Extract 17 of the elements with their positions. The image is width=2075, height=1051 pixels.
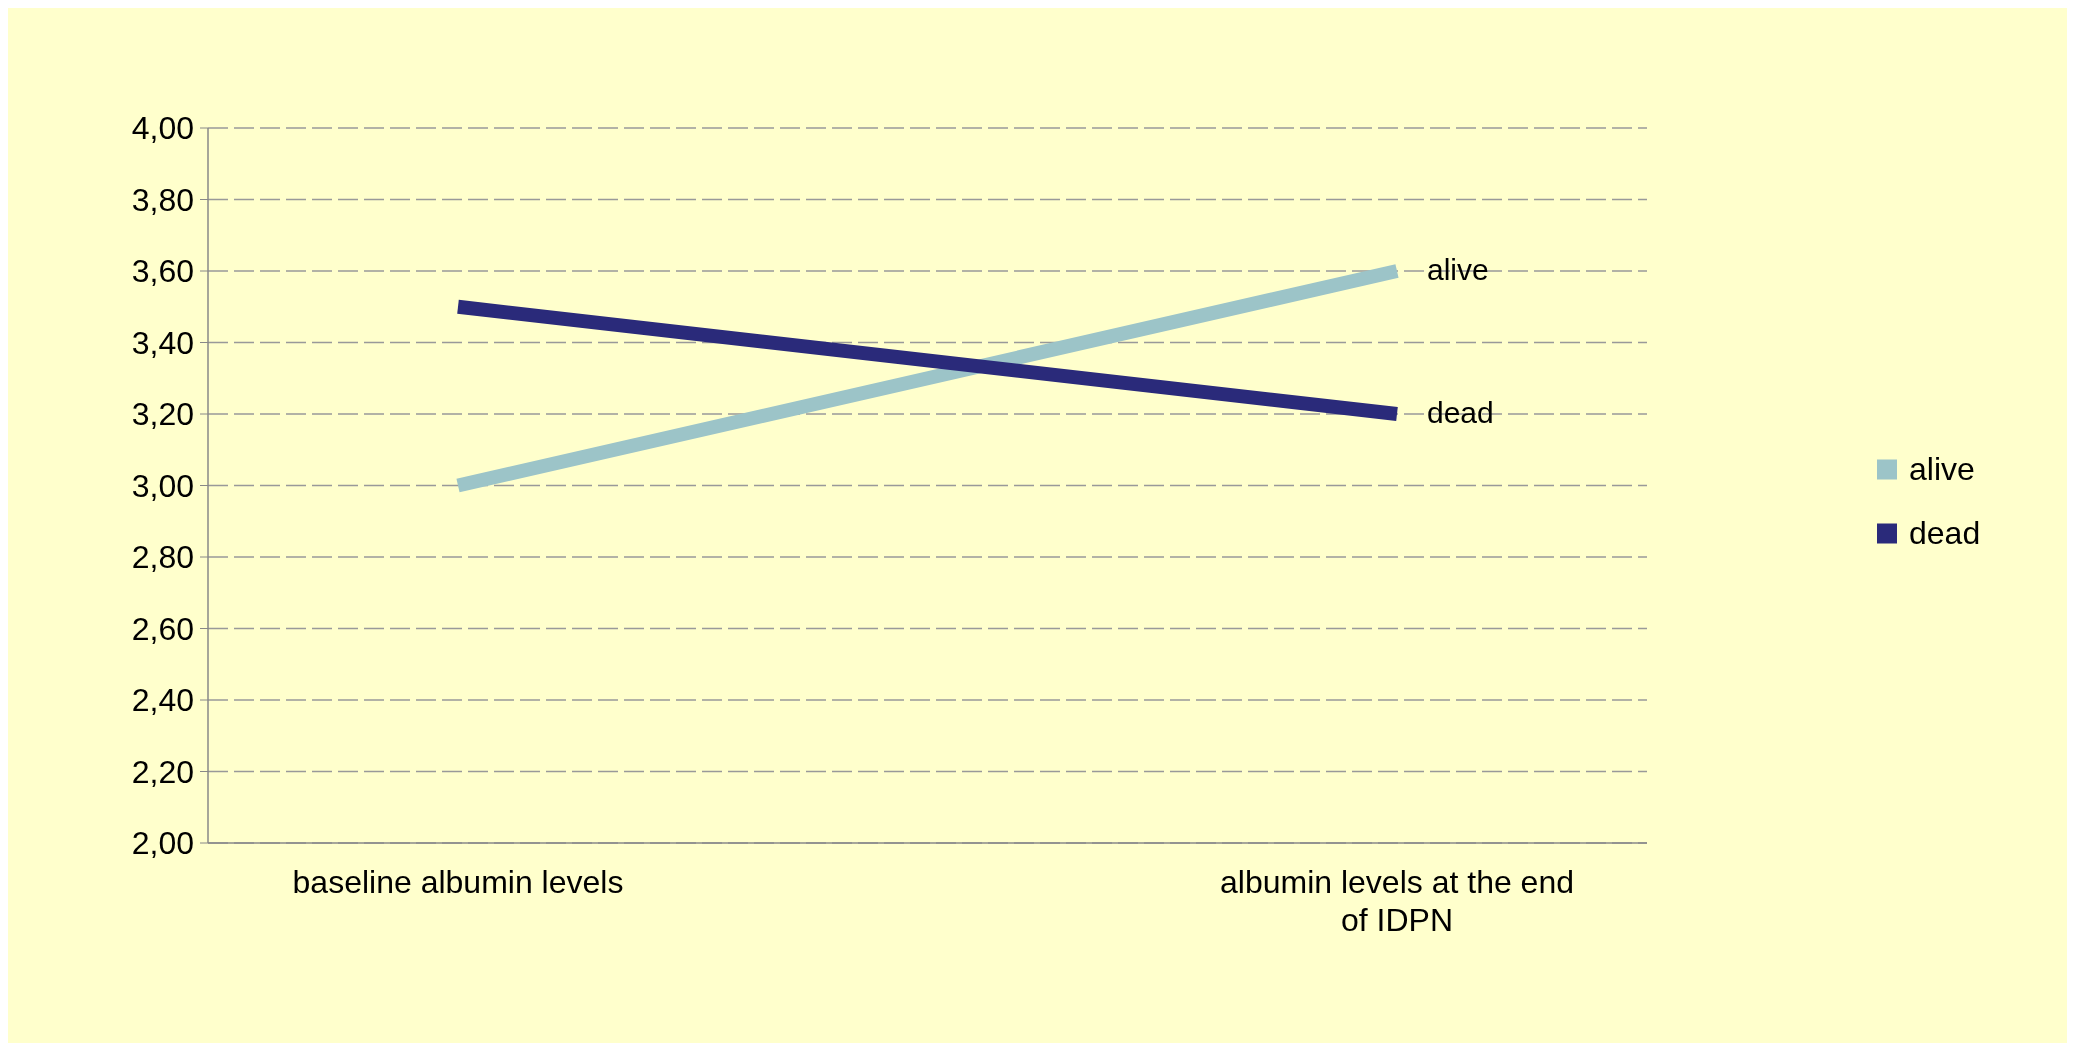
y-tick-label: 2,40 xyxy=(131,682,194,718)
x-tick-label: albumin levels at the end of IDPN xyxy=(1220,864,1574,938)
legend-label: dead xyxy=(1909,514,1981,551)
y-tick-label: 2,60 xyxy=(131,610,194,647)
y-tick-label: 3,20 xyxy=(131,396,194,432)
y-tick-label: 2,80 xyxy=(131,539,194,575)
text: dead xyxy=(1427,396,1494,429)
y-tick-label: 3,40 xyxy=(131,324,194,361)
y-tick-label: 2,00 xyxy=(131,825,194,861)
y-tick-label: 3,60 xyxy=(131,253,194,289)
text: alive xyxy=(1427,253,1489,286)
y-tick-label: 4,00 xyxy=(131,110,194,146)
y-tick-label: 2,20 xyxy=(131,753,194,790)
x-tick-label: baseline albumin levels xyxy=(292,864,624,900)
y-tick-label: 3,00 xyxy=(131,467,194,504)
legend-label: alive xyxy=(1909,450,1975,487)
y-tick-label: 3,80 xyxy=(131,181,194,218)
